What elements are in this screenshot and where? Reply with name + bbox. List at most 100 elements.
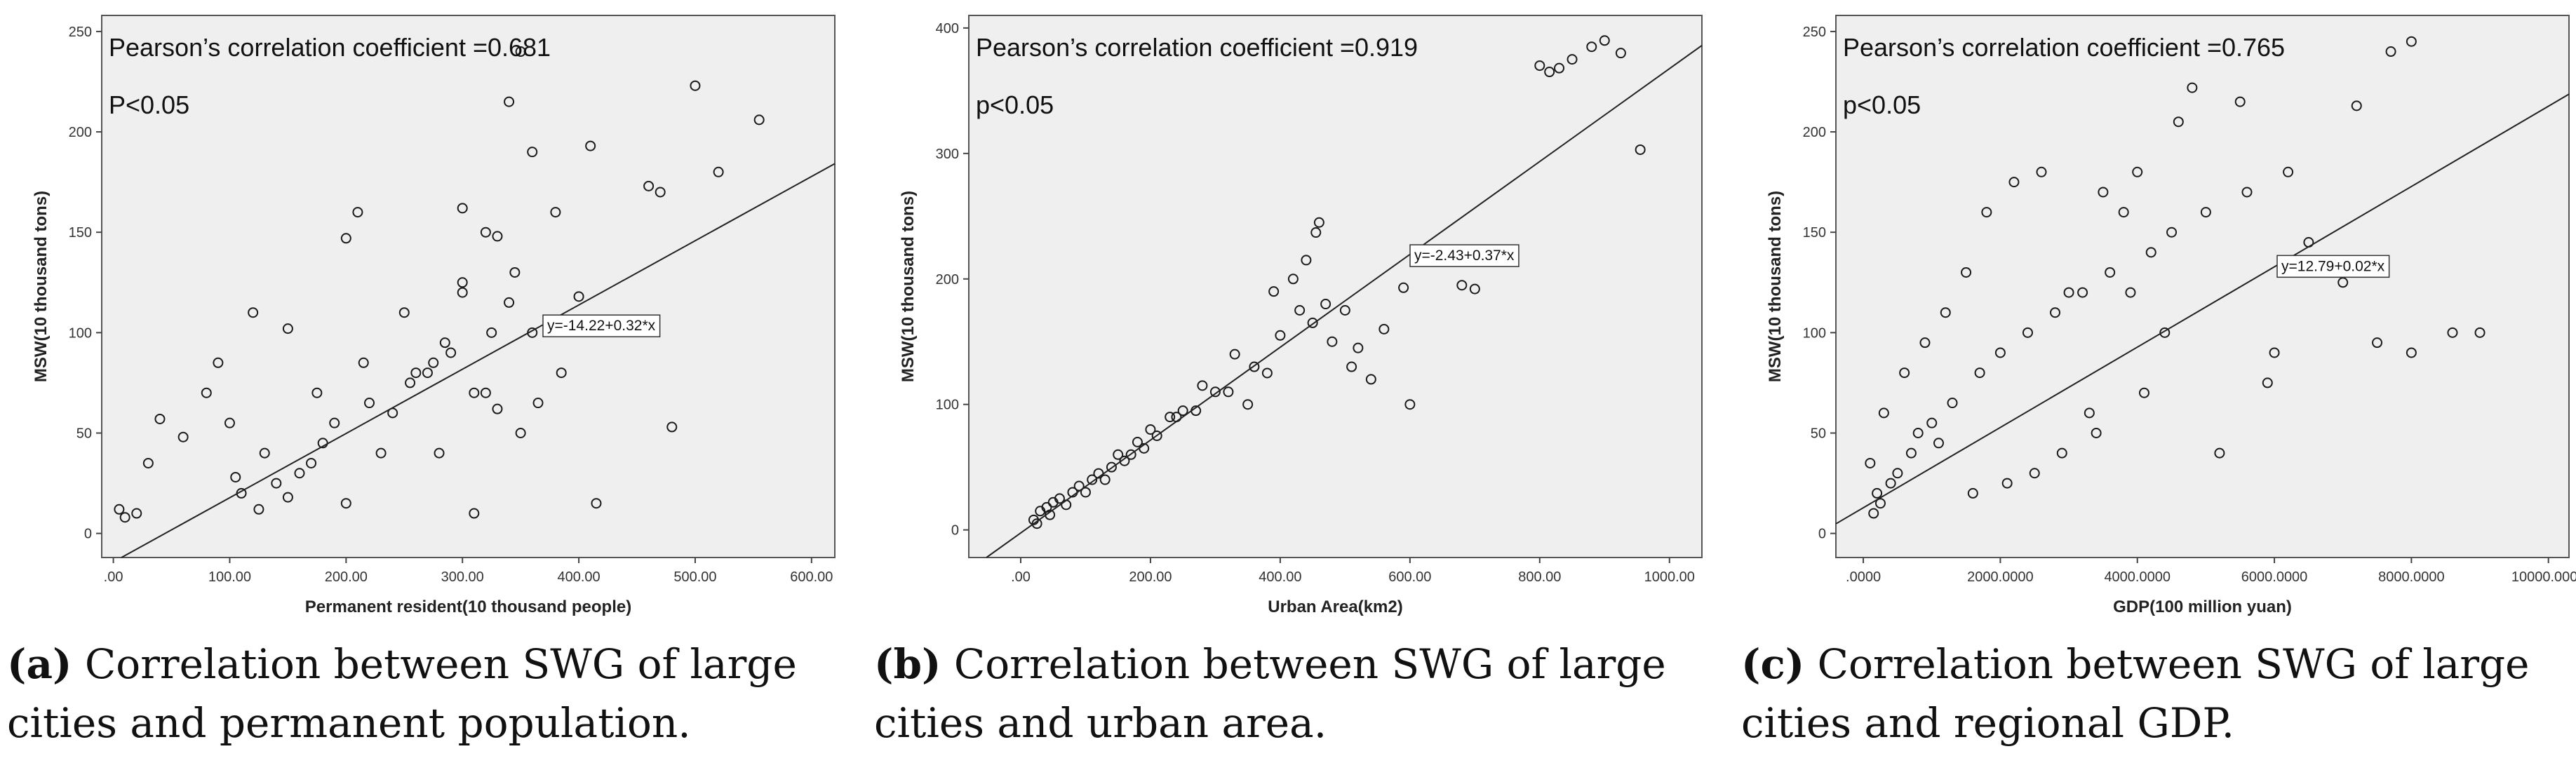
data-point — [550, 207, 561, 218]
data-point — [1892, 468, 1903, 479]
data-point — [1197, 380, 1208, 391]
data-point — [1872, 487, 1883, 499]
data-point — [1287, 273, 1299, 285]
data-point — [2084, 407, 2095, 419]
data-point — [469, 508, 480, 519]
x-tick-label: 300.00 — [441, 569, 484, 585]
data-point — [2138, 387, 2149, 398]
y-tick-label: 100 — [936, 398, 959, 413]
data-point — [340, 498, 351, 509]
p-value-label: P<0.05 — [109, 90, 189, 119]
data-point — [1106, 461, 1117, 473]
scatter-chart-b: .00 200.00 400.00 600.00 800.00 1000.00 0 100 20… — [899, 15, 1703, 616]
pearson-coefficient-label: Pearson’s correlation coefficient =0.919 — [976, 33, 1418, 62]
data-point — [2056, 447, 2067, 459]
data-point — [1899, 367, 1910, 379]
y-tick-label: 50 — [1811, 426, 1826, 441]
data-point — [1635, 144, 1646, 155]
y-axis-title: MSW(10 thousand tons) — [1766, 191, 1785, 382]
regression-line — [1835, 93, 2570, 525]
data-point — [253, 504, 264, 515]
data-point — [1554, 62, 1565, 74]
data-point — [428, 357, 439, 368]
x-tick-label: .0000 — [1846, 569, 1881, 585]
caption-b: (b) Correlation between SWG of large cit… — [874, 635, 1702, 752]
data-point — [2132, 166, 2143, 177]
equation-box — [1409, 244, 1520, 267]
y-tick-label: 0 — [1818, 527, 1826, 542]
data-point — [2269, 347, 2280, 358]
y-tick-label: 250 — [69, 25, 92, 40]
data-point — [2351, 100, 2362, 112]
data-point — [515, 427, 526, 438]
x-tick-label: 4000.0000 — [2104, 569, 2171, 585]
data-point — [1307, 317, 1318, 328]
data-point — [1119, 455, 1130, 466]
data-point — [457, 287, 468, 298]
data-point — [375, 447, 387, 459]
figure-b: .00 200.00 400.00 600.00 800.00 1000.00 0 100 20… — [867, 0, 1709, 770]
y-axis-title: MSW(10 thousand tons) — [32, 191, 51, 382]
figure-a: .00 100.00 200.00 300.00 400.00 500.00 600.00 0… — [0, 0, 842, 770]
data-point — [1933, 438, 1944, 449]
data-point — [282, 492, 293, 503]
caption-a: (a) Correlation between SWG of large cit… — [7, 635, 835, 752]
data-point — [2008, 177, 2020, 188]
data-point — [1275, 330, 1286, 341]
data-point — [1981, 207, 1992, 218]
data-point — [434, 447, 445, 459]
y-tick-label: 200 — [1803, 125, 1826, 140]
data-point — [340, 233, 351, 244]
data-point — [1249, 361, 1260, 372]
data-point — [1310, 227, 1322, 238]
x-tick-label: 400.00 — [1259, 569, 1301, 585]
pearson-coefficient-label: Pearson’s correlation coefficient =0.765 — [1843, 33, 2285, 62]
x-tick-label: 8000.0000 — [2378, 569, 2445, 585]
data-point — [1223, 386, 1234, 398]
x-tick-label: 10000.0000 — [2511, 569, 2576, 585]
y-tick-label: 0 — [84, 527, 92, 542]
data-point — [2022, 327, 2033, 338]
data-point — [1339, 304, 1350, 316]
y-tick-label: 200 — [69, 125, 92, 140]
data-point — [2166, 227, 2178, 238]
y-tick-label: 100 — [69, 325, 92, 341]
data-point — [2159, 327, 2171, 338]
data-point — [1145, 424, 1156, 435]
data-point — [1294, 304, 1306, 316]
regression-equation: y=-2.43+0.37*x — [1414, 248, 1515, 264]
data-point — [504, 297, 515, 308]
data-point — [690, 80, 701, 91]
data-point — [142, 457, 154, 468]
data-point — [1912, 427, 1924, 438]
x-axis-title: GDP(100 million yuan) — [2113, 597, 2292, 616]
x-tick-label: 200.00 — [1129, 569, 1172, 585]
data-point — [2098, 187, 2109, 198]
data-point — [114, 504, 125, 515]
data-point — [2029, 468, 2040, 479]
data-point — [1125, 449, 1136, 460]
data-point — [1947, 398, 1958, 409]
data-point — [457, 277, 468, 288]
regression-line — [986, 45, 1703, 558]
data-point — [585, 140, 596, 151]
data-point — [1099, 474, 1111, 485]
data-point — [1456, 280, 1468, 291]
caption-text: Correlation between SWG of large cities … — [7, 640, 797, 747]
data-point — [398, 307, 410, 318]
data-point — [2118, 207, 2129, 218]
data-point — [1301, 255, 1312, 266]
x-tick-label: 200.00 — [325, 569, 368, 585]
data-point — [1229, 349, 1240, 360]
data-point — [1615, 48, 1626, 59]
data-point — [1087, 474, 1098, 485]
pearson-coefficient-label: Pearson’s correlation coefficient =0.681 — [109, 33, 551, 62]
data-point — [2105, 266, 2116, 278]
data-point — [2262, 377, 2273, 389]
data-point — [1974, 367, 1985, 379]
y-axis-title: MSW(10 thousand tons) — [899, 191, 918, 382]
data-point — [1940, 307, 1951, 318]
data-point — [2091, 427, 2102, 438]
data-point — [1926, 417, 1938, 428]
data-point — [1353, 342, 1364, 353]
